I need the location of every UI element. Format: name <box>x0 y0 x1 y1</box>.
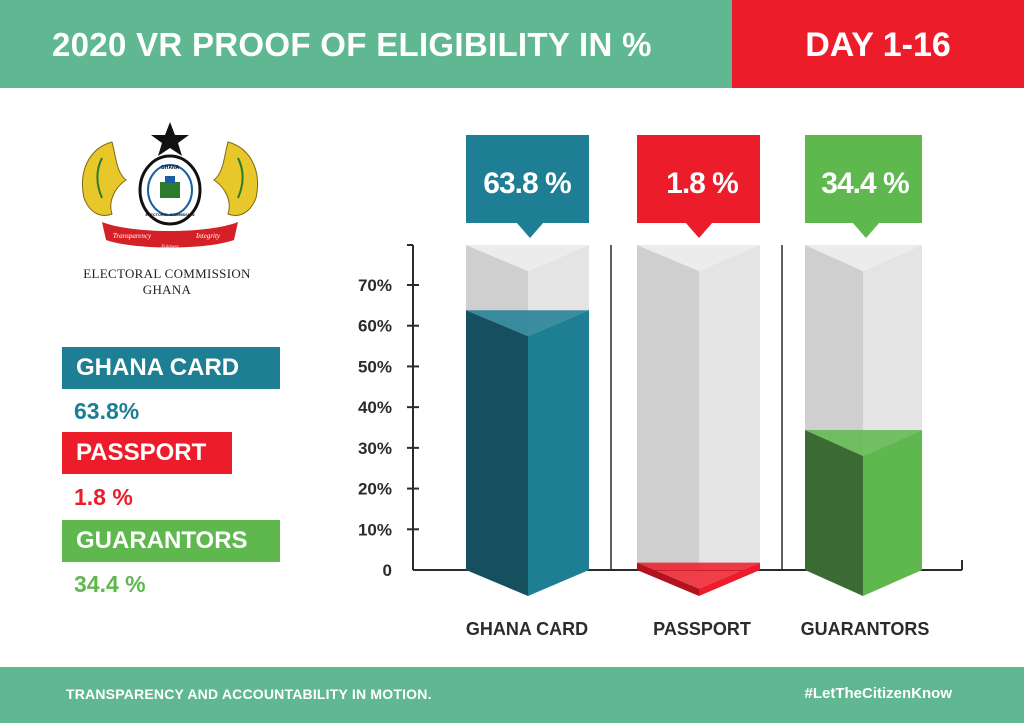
bar-track <box>637 245 699 570</box>
category-label: PASSPORT <box>653 619 751 639</box>
category-label: GHANA CARD <box>466 619 588 639</box>
organization-name-line1: ELECTORAL COMMISSION <box>83 266 251 281</box>
y-tick-label: 60% <box>358 317 392 336</box>
legend-label-ghana-card: GHANA CARD <box>62 347 280 389</box>
bar-top <box>637 562 760 589</box>
legend-value-passport: 1.8 % <box>74 484 133 510</box>
bar-guarantors <box>805 429 863 596</box>
data-callout <box>637 135 760 223</box>
bar-passport-face <box>699 562 760 596</box>
legend-label-guarantors: GUARANTORS <box>62 520 280 562</box>
organization-name: ELECTORAL COMMISSION GHANA <box>52 266 282 298</box>
footer-hashtag: #LetTheCitizenKnow <box>804 685 952 702</box>
y-tick-label: 0 <box>383 561 392 580</box>
bar-guarantors-face <box>863 429 922 596</box>
bar-track <box>699 245 760 570</box>
day-range-label: DAY 1-16 <box>805 26 951 64</box>
data-callout-pointer <box>852 222 880 238</box>
data-callout <box>805 135 922 223</box>
footer-slogan: TRANSPARENCY AND ACCOUNTABILITY IN MOTIO… <box>66 686 432 702</box>
black-star-icon <box>151 122 189 156</box>
svg-text:Fairness: Fairness <box>160 245 179 250</box>
bar-top <box>466 310 589 337</box>
y-tick-label: 30% <box>358 439 392 458</box>
data-label: 34.4 % <box>821 167 909 200</box>
right-eagle-icon <box>213 141 258 216</box>
motto-ribbon-icon <box>102 222 238 248</box>
svg-text:ELECTORAL COMMISSION: ELECTORAL COMMISSION <box>145 213 194 217</box>
bar-track-top <box>637 245 760 271</box>
legend-value-guarantors: 34.4 % <box>74 571 146 597</box>
day-badge: DAY 1-16 <box>732 0 1024 88</box>
y-tick-label: 50% <box>358 357 392 376</box>
y-tick-label: 70% <box>358 276 392 295</box>
header-bar: 2020 VR PROOF OF ELIGIBILITY IN % DAY 1-… <box>0 0 1024 88</box>
data-callout-pointer <box>685 222 713 238</box>
page-title: 2020 VR PROOF OF ELIGIBILITY IN % <box>52 26 652 63</box>
bar-ghana-card-face <box>528 310 589 596</box>
bar-track-top <box>466 245 589 271</box>
legend-label-passport: PASSPORT <box>62 432 232 474</box>
ghana-coat-of-arms-logo: GHANA ELECTORAL COMMISSION Transparency … <box>82 122 258 250</box>
bar-track-top <box>805 245 922 271</box>
data-callout <box>466 135 589 223</box>
data-callout-pointer <box>516 222 544 238</box>
bar-passport <box>637 562 699 596</box>
svg-text:Integrity: Integrity <box>195 232 221 240</box>
bar-ghana-card <box>466 310 528 596</box>
organization-name-line2: GHANA <box>142 282 192 297</box>
left-eagle-icon <box>82 141 127 216</box>
data-label: 1.8 % <box>666 167 738 200</box>
y-tick-label: 10% <box>358 520 392 539</box>
y-tick-label: 40% <box>358 398 392 417</box>
data-label: 63.8 % <box>483 167 571 200</box>
footer-bar: TRANSPARENCY AND ACCOUNTABILITY IN MOTIO… <box>0 667 1024 723</box>
svg-text:GHANA: GHANA <box>161 165 180 171</box>
y-tick-label: 20% <box>358 480 392 499</box>
category-label: GUARANTORS <box>801 619 930 639</box>
bar-top <box>805 429 922 456</box>
svg-text:Transparency: Transparency <box>113 232 152 240</box>
legend-value-ghana-card: 63.8% <box>74 398 140 424</box>
